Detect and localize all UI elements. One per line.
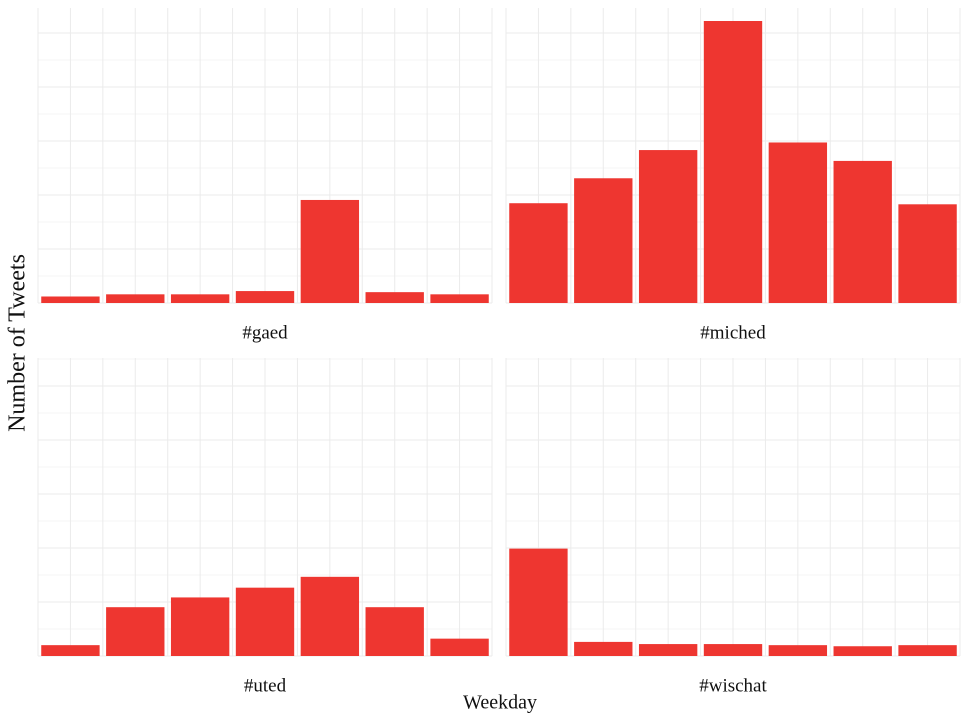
bar — [574, 178, 633, 303]
facet-label: #wischat — [699, 675, 767, 696]
bar — [574, 641, 633, 656]
bar — [703, 21, 763, 303]
facet-panel: #uted — [37, 358, 493, 696]
panels-layer: #gaed #miched #uted #wischat — [37, 8, 961, 696]
facet-label: #miched — [700, 322, 766, 343]
bar — [106, 294, 165, 303]
bar — [638, 150, 698, 303]
bar — [638, 644, 698, 656]
facet-panel: #miched — [505, 8, 961, 343]
bar — [300, 576, 360, 656]
bar — [235, 587, 295, 656]
bar — [365, 292, 424, 303]
bar — [170, 597, 230, 656]
bar — [768, 142, 828, 303]
facet-panel: #wischat — [505, 358, 961, 696]
bar — [898, 645, 957, 656]
bar — [41, 645, 100, 656]
bar — [430, 294, 489, 303]
bar — [106, 607, 165, 656]
bar — [365, 607, 424, 656]
facet-panel: #gaed — [37, 8, 493, 343]
bar — [833, 646, 892, 656]
bar — [430, 638, 489, 656]
bar — [170, 294, 230, 303]
bar — [509, 203, 568, 303]
bar — [833, 160, 892, 303]
bar — [703, 644, 763, 656]
bar — [235, 291, 295, 303]
facet-label: #uted — [244, 675, 287, 696]
bar — [898, 204, 957, 303]
bar — [41, 296, 100, 303]
y-axis-label: Number of Tweets — [4, 254, 31, 432]
facet-label: #gaed — [242, 322, 288, 343]
bar — [300, 199, 360, 303]
bar — [509, 548, 568, 656]
bar — [768, 645, 828, 656]
x-axis-label: Weekday — [463, 691, 537, 714]
